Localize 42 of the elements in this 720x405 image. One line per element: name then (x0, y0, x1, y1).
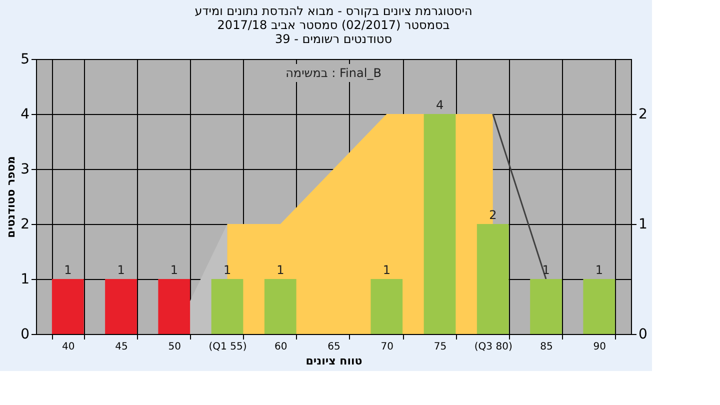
x-tick-label: 75 (434, 342, 447, 352)
y2-tick-label: 2 (638, 106, 648, 122)
y-tick-label: 3 (20, 162, 30, 178)
x-tick-label: 90 (593, 342, 606, 352)
data-label: 1 (542, 263, 550, 277)
x-tick-label: 85 (540, 342, 553, 352)
y-tick-label: 5 (20, 52, 30, 68)
y2-tick-label: 1 (638, 216, 648, 232)
bar (370, 279, 403, 334)
bar (52, 279, 84, 334)
x-tick-label: 70 (380, 342, 394, 352)
data-label: 1 (595, 263, 603, 277)
data-label: 4 (436, 98, 444, 112)
x-tick-label: 50 (168, 342, 181, 352)
bar (530, 279, 562, 334)
bar (424, 114, 456, 334)
x-tick-label: 40 (62, 342, 75, 352)
chart-title: היסטוגרמת ציונים בקורס - מבוא להנדסת נתונים ומידע בסמסטר (02/2017) סמסטר אביב 2017/18 סטודנטים רשומים - 39 (194, 4, 472, 46)
annotation: במשימה : Final_B (286, 66, 382, 80)
data-label: 1 (170, 263, 178, 277)
y-axis-title: מספר סטודנטים (4, 156, 18, 238)
y-tick-label: 1 (20, 272, 30, 288)
data-label: 1 (117, 263, 125, 277)
bar (476, 224, 509, 334)
x-tick-label: 60 (274, 342, 288, 352)
x-tick-label: 65 (328, 342, 340, 352)
bar (583, 279, 616, 334)
bar (105, 279, 137, 334)
data-label: 1 (223, 263, 232, 277)
y2-tick-label: 0 (638, 326, 648, 342)
y-tick-label: 2 (20, 216, 30, 232)
x-tick-label: (Q3 80) (474, 342, 512, 352)
y-tick-label: 4 (20, 106, 30, 122)
data-label: 1 (382, 263, 390, 277)
data-label: 1 (64, 263, 72, 277)
x-tick-label: (Q1 55) (208, 342, 247, 352)
data-label: 2 (489, 208, 497, 222)
bar (264, 279, 296, 334)
y-tick-label: 0 (20, 326, 30, 342)
x-axis-title: טווח ציונים (306, 354, 362, 368)
x-tick-label: 45 (115, 342, 128, 352)
data-label: 1 (276, 263, 284, 277)
